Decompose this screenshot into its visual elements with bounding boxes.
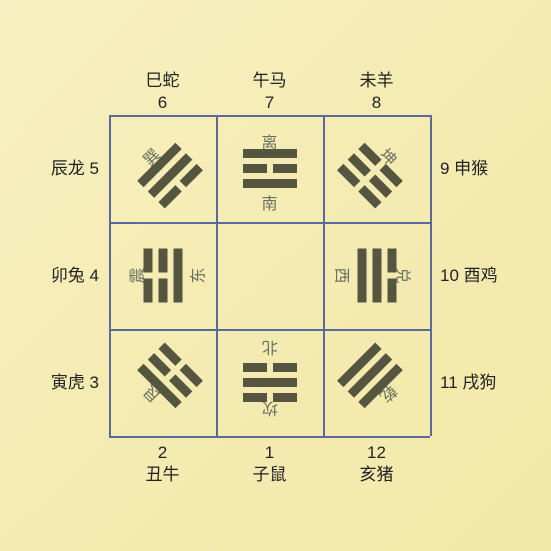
trigram: 离南 xyxy=(243,129,297,208)
trigram: 坎北 xyxy=(243,343,297,422)
trigram-line-broken xyxy=(387,279,396,303)
trigram: 乾 xyxy=(337,343,417,423)
trigram-direction: 南 xyxy=(243,190,297,214)
trigram-line-solid xyxy=(357,249,366,303)
trigram: 震东 xyxy=(123,249,202,303)
trigram-direction: 北 xyxy=(243,337,297,361)
trigram-line-solid xyxy=(243,378,297,387)
trigram-direction: 东 xyxy=(184,249,208,303)
grid-hline xyxy=(109,115,430,117)
zodiac-label: 未羊8 xyxy=(360,70,394,114)
zodiac-label: 巳蛇6 xyxy=(146,70,180,114)
trigram-direction: 西 xyxy=(331,249,355,303)
trigram: 艮 xyxy=(123,343,203,423)
trigram-line-broken xyxy=(143,249,152,273)
trigram-line-solid xyxy=(372,249,381,303)
trigram-line-broken xyxy=(243,164,267,173)
zodiac-label: 午马7 xyxy=(253,70,287,114)
zodiac-label: 寅虎 3 xyxy=(51,371,99,393)
zodiac-label: 12亥猪 xyxy=(360,442,394,486)
trigram-line-broken xyxy=(243,393,267,402)
trigram-line-broken xyxy=(158,249,167,273)
trigram-line-broken xyxy=(273,164,297,173)
trigram: 坤 xyxy=(337,129,417,209)
zodiac-label: 11 戌狗 xyxy=(440,371,496,393)
grid-vline xyxy=(323,115,325,436)
trigram: 巽 xyxy=(123,129,203,209)
grid-vline xyxy=(109,115,111,436)
grid-vline xyxy=(430,115,432,436)
trigram-line-broken xyxy=(143,279,152,303)
trigram-line-broken xyxy=(387,249,396,273)
zodiac-label: 2丑牛 xyxy=(146,442,180,486)
trigram-line-solid xyxy=(243,149,297,158)
trigram-line-broken xyxy=(158,279,167,303)
trigram: 兑西 xyxy=(337,249,416,303)
zodiac-label: 1子鼠 xyxy=(253,442,287,486)
zodiac-label: 卯兔 4 xyxy=(51,264,99,286)
bagua-zodiac-diagram: 巳蛇6 午马7 未羊8 9 申猴 10 酉鸡 11 戌狗 12亥猪 1子鼠 2丑牛 寅虎 3 卯兔 … xyxy=(0,0,551,551)
grid-hline xyxy=(109,329,430,331)
grid-hline xyxy=(109,436,430,438)
trigram-line-solid xyxy=(173,249,182,303)
trigram-line-solid xyxy=(243,179,297,188)
trigram-line-broken xyxy=(273,363,297,372)
trigram-line-broken xyxy=(273,393,297,402)
grid-vline xyxy=(216,115,218,436)
zodiac-label: 辰龙 5 xyxy=(51,157,99,179)
zodiac-label: 9 申猴 xyxy=(440,157,488,179)
zodiac-label: 10 酉鸡 xyxy=(440,264,498,286)
trigram-line-broken xyxy=(243,363,267,372)
grid-hline xyxy=(109,222,430,224)
